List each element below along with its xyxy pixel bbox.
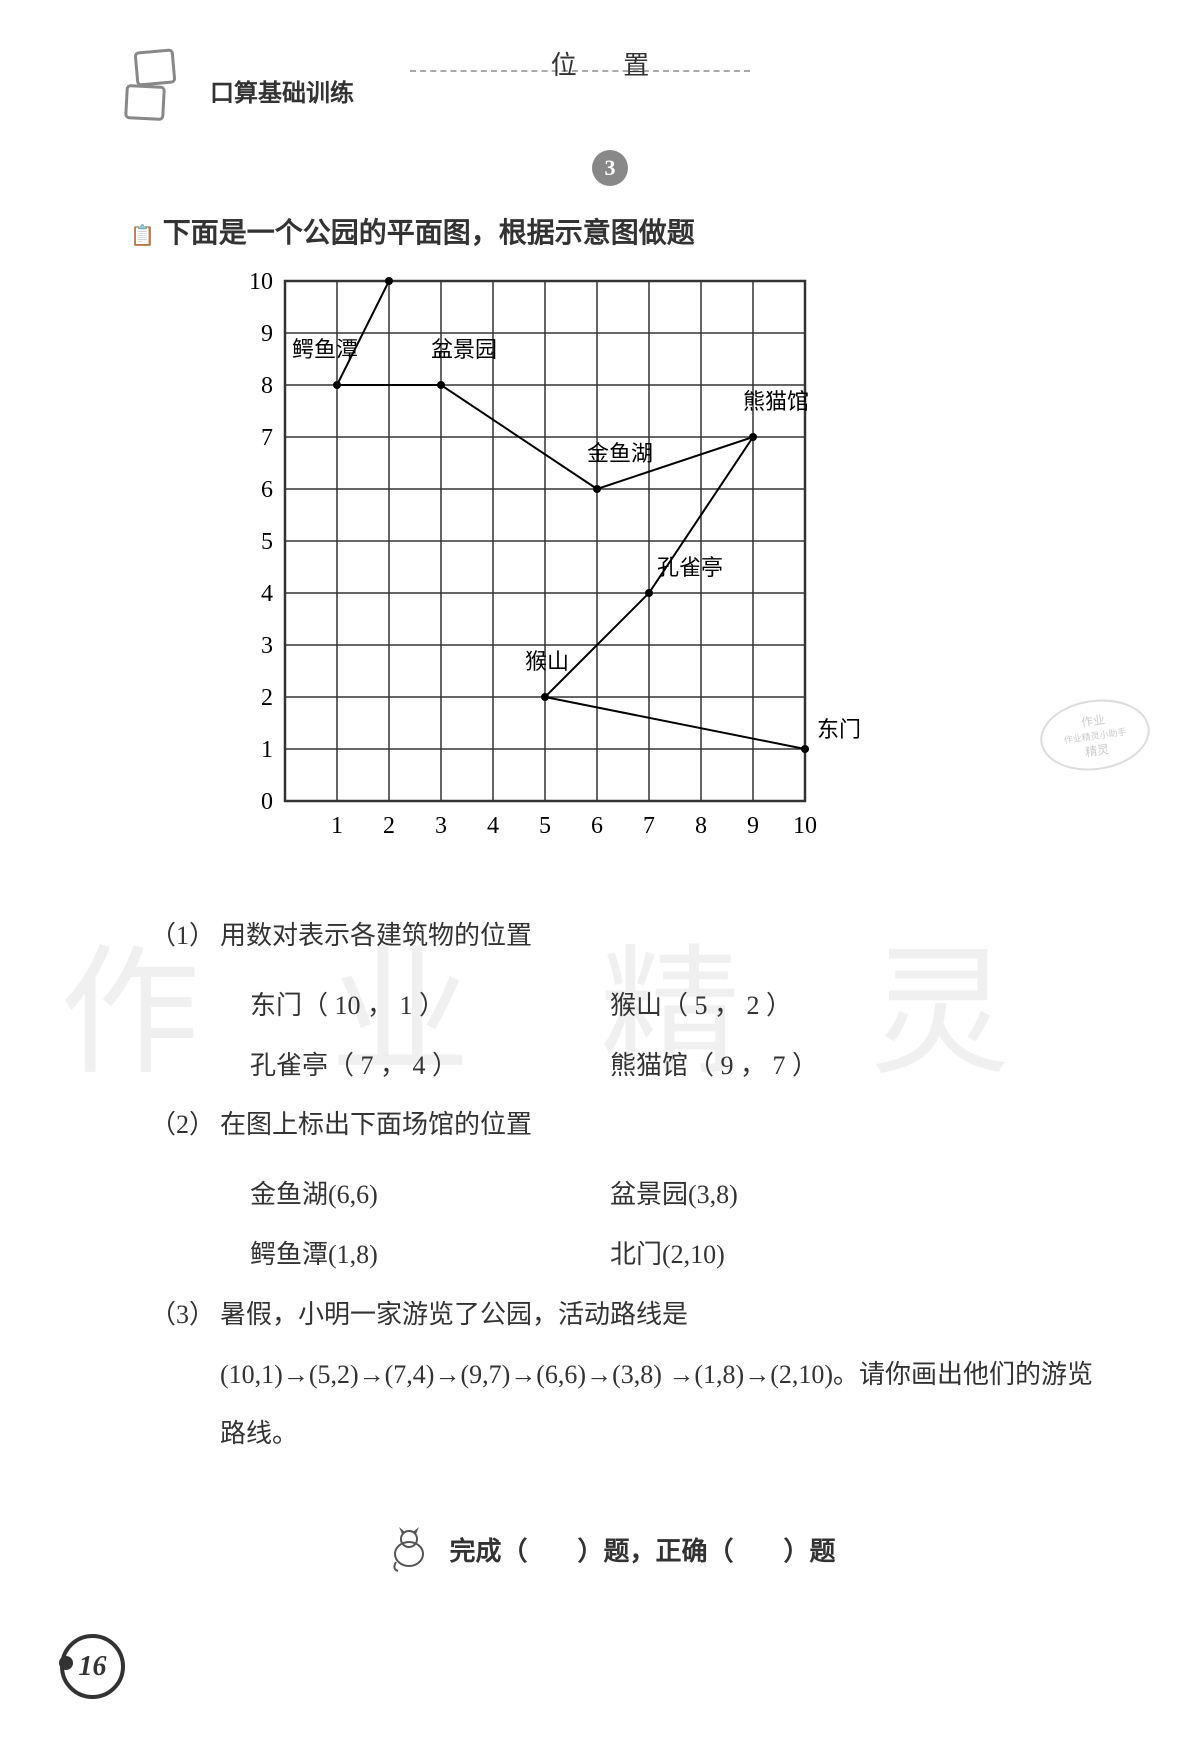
chapter-title: 位 置 xyxy=(551,45,670,82)
svg-text:猴山: 猴山 xyxy=(525,649,569,674)
svg-text:9: 9 xyxy=(261,321,273,347)
footer-text: ）题，正确（ xyxy=(577,1531,733,1568)
park-map-chart: 01234567891012345678910北门鳄鱼潭盆景园熊猫馆金鱼湖孔雀亭… xyxy=(220,271,1100,866)
question-number: （2） xyxy=(150,1095,220,1155)
cat-icon xyxy=(384,1524,434,1574)
svg-text:熊猫馆: 熊猫馆 xyxy=(743,389,809,414)
question-3: （3） 暑假，小明一家游览了公园，活动路线是(10,1)→(5,2)→(7,4)… xyxy=(150,1285,1100,1464)
svg-text:8: 8 xyxy=(261,373,273,399)
questions-block: （1） 用数对表示各建筑物的位置 东门（ 10 ， 1 ） 猴山（ 5 ， 2 … xyxy=(150,906,1100,1464)
footer-summary: 完成（ ）题，正确（ ）题 xyxy=(120,1524,1100,1574)
svg-text:3: 3 xyxy=(261,633,273,659)
svg-text:10: 10 xyxy=(249,271,273,295)
answer-cell: 盆景园(3,8) xyxy=(610,1165,970,1225)
answer-cell: 东门（ 10 ， 1 ） xyxy=(250,976,610,1036)
svg-text:金鱼湖: 金鱼湖 xyxy=(587,441,653,466)
svg-text:5: 5 xyxy=(261,529,273,555)
svg-text:1: 1 xyxy=(331,813,343,839)
question-text: 暑假，小明一家游览了公园，活动路线是(10,1)→(5,2)→(7,4)→(9,… xyxy=(220,1285,1100,1464)
question-number: （1） xyxy=(150,906,220,966)
answer-cell: 金鱼湖(6,6) xyxy=(250,1165,610,1225)
svg-text:6: 6 xyxy=(591,813,603,839)
question-2: （2） 在图上标出下面场馆的位置 xyxy=(150,1095,1100,1155)
page-number-badge: 16 xyxy=(60,1634,130,1704)
svg-text:3: 3 xyxy=(435,813,447,839)
svg-text:7: 7 xyxy=(643,813,655,839)
svg-text:盆景园: 盆景园 xyxy=(431,337,497,362)
svg-text:东门: 东门 xyxy=(817,717,861,742)
footer-text: 完成（ xyxy=(449,1531,527,1568)
svg-text:0: 0 xyxy=(261,789,273,815)
series-title: 口算基础训练 xyxy=(210,73,354,108)
question-title: 在图上标出下面场馆的位置 xyxy=(220,1095,1100,1155)
svg-text:4: 4 xyxy=(487,813,499,839)
answer-cell: 北门(2,10) xyxy=(610,1225,970,1285)
svg-text:7: 7 xyxy=(261,425,273,451)
svg-text:4: 4 xyxy=(261,581,273,607)
svg-text:1: 1 xyxy=(261,737,273,763)
answer-row: 鳄鱼潭(1,8) 北门(2,10) xyxy=(250,1225,1100,1285)
answer-row: 金鱼湖(6,6) 盆景园(3,8) xyxy=(250,1165,1100,1225)
svg-text:5: 5 xyxy=(539,813,551,839)
page-header: 口算基础训练 位 置 xyxy=(120,50,1100,130)
svg-text:10: 10 xyxy=(793,813,817,839)
question-1: （1） 用数对表示各建筑物的位置 xyxy=(150,906,1100,966)
svg-text:鳄鱼潭: 鳄鱼潭 xyxy=(292,337,358,362)
answer-row: 孔雀亭（ 7 ， 4 ） 熊猫馆（ 9 ， 7 ） xyxy=(250,1036,1100,1096)
question-title: 用数对表示各建筑物的位置 xyxy=(220,906,1100,966)
svg-text:2: 2 xyxy=(383,813,395,839)
answer-cell: 鳄鱼潭(1,8) xyxy=(250,1225,610,1285)
instruction-text: 📋 下面是一个公园的平面图，根据示意图做题 xyxy=(130,211,1100,251)
svg-text:孔雀亭: 孔雀亭 xyxy=(657,555,723,580)
answer-cell: 孔雀亭（ 7 ， 4 ） xyxy=(250,1036,610,1096)
answer-row: 东门（ 10 ， 1 ） 猴山（ 5 ， 2 ） xyxy=(250,976,1100,1036)
svg-text:9: 9 xyxy=(747,813,759,839)
watermark-stamp: 作业 作业精灵小助手 精灵 xyxy=(1036,693,1155,778)
answer-cell: 猴山（ 5 ， 2 ） xyxy=(610,976,970,1036)
section-number-badge: 3 xyxy=(592,150,628,186)
logo-icon xyxy=(120,50,190,130)
footer-text: ）题 xyxy=(784,1531,836,1568)
question-number: （3） xyxy=(150,1285,220,1464)
svg-text:8: 8 xyxy=(695,813,707,839)
svg-text:2: 2 xyxy=(261,685,273,711)
answer-cell: 熊猫馆（ 9 ， 7 ） xyxy=(610,1036,970,1096)
svg-text:6: 6 xyxy=(261,477,273,503)
